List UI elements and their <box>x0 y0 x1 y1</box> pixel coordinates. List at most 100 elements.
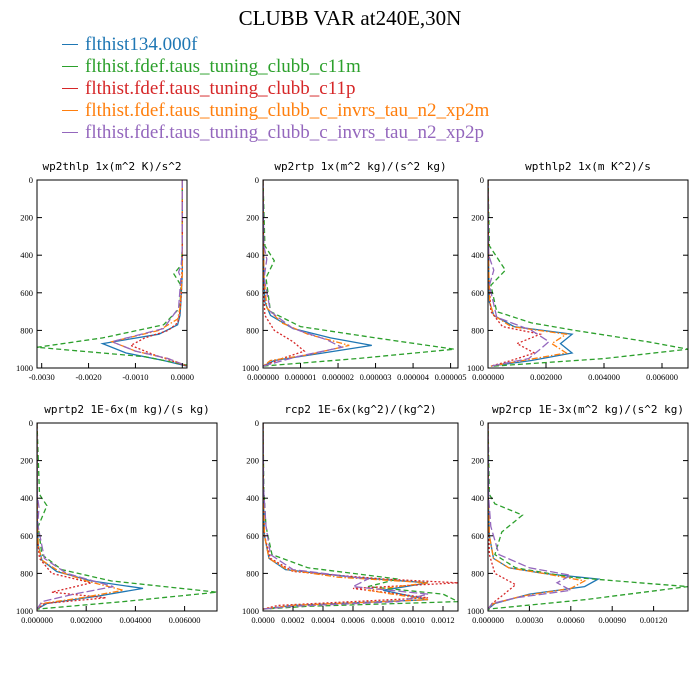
y-tick-label: 0 <box>29 418 33 428</box>
series-line <box>37 423 114 610</box>
series-line <box>488 180 569 367</box>
series-line <box>129 180 187 367</box>
series-line <box>263 180 306 367</box>
y-tick-label: 600 <box>471 531 484 541</box>
plot-frame <box>36 422 218 612</box>
legend-item: flthist.fdef.taus_tuning_clubb_c11p <box>62 78 356 100</box>
legend-swatch <box>62 88 78 90</box>
plot-frame <box>262 179 459 369</box>
series-line <box>37 423 217 610</box>
series-line <box>37 423 124 610</box>
y-tick-label: 400 <box>246 250 259 260</box>
y-tick-label: 1000 <box>16 363 33 373</box>
y-tick-label: 400 <box>20 250 33 260</box>
x-tick-label: 0.004000 <box>119 615 151 625</box>
y-tick-label: 400 <box>20 493 33 503</box>
x-tick-label: 0.0004 <box>311 615 335 625</box>
x-tick-label: 0.000000 <box>472 372 504 382</box>
x-tick-label: 0.0002 <box>281 615 304 625</box>
panel-3: wpthlp2 1x(m K^2)/s020040060080010000.00… <box>467 160 689 382</box>
y-tick-label: 1000 <box>467 606 484 616</box>
series-line <box>263 180 455 367</box>
panel-title: wp2thlp 1x(m^2 K)/s^2 <box>42 160 181 173</box>
panel-6: wp2rcp 1E-3x(m^2 kg)/(s^2 kg) 0 200 400 600 8… <box>467 403 689 625</box>
panel-title: wprtp2 1E-6x(m kg)/(s kg) <box>44 403 210 416</box>
series-line <box>488 180 550 367</box>
y-tick-label: 1000 <box>467 363 484 373</box>
series-line <box>488 423 601 610</box>
x-tick-label: 0.002000 <box>530 372 562 382</box>
x-tick-label: 0.000002 <box>322 372 354 382</box>
y-tick-label: 600 <box>246 531 259 541</box>
chart-title: CLUBB VAR at240E,30N <box>238 6 462 30</box>
x-tick-label: 0.000000 <box>21 615 53 625</box>
x-tick-label: -0.0010 <box>122 372 148 382</box>
series-line <box>109 180 187 367</box>
panel-4: wprtp2 1E-6x(m kg)/(s kg) 0 200 400 600 800 10… <box>16 403 218 625</box>
series-line <box>263 423 429 610</box>
y-tick-label: 200 <box>471 456 484 466</box>
series-line <box>100 180 187 367</box>
series-line <box>263 180 372 367</box>
series-line <box>488 423 688 610</box>
y-tick-label: 1000 <box>242 606 259 616</box>
y-tick-label: 0 <box>255 175 259 185</box>
x-tick-label: 0.000000 <box>472 615 504 625</box>
x-tick-label: 0.0000 <box>171 372 194 382</box>
legend-label: flthist.fdef.taus_tuning_clubb_c11m <box>85 56 361 77</box>
x-tick-label: 0.00090 <box>598 615 626 625</box>
plot-frame <box>487 179 689 369</box>
series-line <box>37 423 144 610</box>
x-tick-label: 0.006000 <box>169 615 201 625</box>
panel-5: rcp2 1E-6x(kg^2)/(kg^2) 0 200 400 600 800 1000… <box>242 403 459 625</box>
legend-swatch <box>62 110 78 112</box>
legend-swatch <box>62 44 78 46</box>
panel-2: wp2rtp 1x(m^2 kg)/(s^2 kg) 0 200 400 600 800 1… <box>242 160 467 382</box>
x-tick-label: 0.0010 <box>401 615 424 625</box>
legend-swatch <box>62 132 78 134</box>
x-tick-label: 0.00120 <box>640 615 668 625</box>
series-line <box>488 423 573 610</box>
series-line <box>263 423 458 610</box>
x-tick-label: 0.006000 <box>646 372 678 382</box>
y-tick-label: 800 <box>20 568 33 578</box>
x-tick-label: 0.0008 <box>371 615 394 625</box>
series-line <box>488 423 517 610</box>
series-line <box>263 423 458 610</box>
y-tick-label: 0 <box>480 418 484 428</box>
legend-item: flthist.fdef.taus_tuning_clubb_c_invrs_t… <box>62 100 489 122</box>
plot-frame <box>262 422 459 612</box>
series-line <box>488 180 688 367</box>
y-tick-label: 1000 <box>242 363 259 373</box>
legend-swatch <box>62 66 78 68</box>
x-tick-label: 0.000005 <box>435 372 467 382</box>
y-tick-label: 800 <box>471 568 484 578</box>
series-line <box>488 423 587 610</box>
y-tick-label: 200 <box>20 213 33 223</box>
series-line <box>37 180 187 366</box>
legend-label: flthist.fdef.taus_tuning_clubb_c_invrs_t… <box>85 100 490 121</box>
panel-title: wp2rtp 1x(m^2 kg)/(s^2 kg) <box>274 160 446 173</box>
legend-item: flthist.fdef.taus_tuning_clubb_c11m <box>62 56 361 78</box>
series-line <box>109 180 187 367</box>
y-tick-label: 600 <box>20 288 33 298</box>
y-tick-label: 200 <box>471 213 484 223</box>
x-tick-label: 0.00030 <box>516 615 544 625</box>
series-line <box>263 423 429 610</box>
y-tick-label: 0 <box>480 175 484 185</box>
series-line <box>488 180 543 367</box>
y-tick-label: 200 <box>246 213 259 223</box>
x-tick-label: 0.000004 <box>397 372 430 382</box>
x-tick-label: 0.000001 <box>285 372 317 382</box>
plot-frame <box>487 422 689 612</box>
legend-label: flthist.fdef.taus_tuning_clubb_c11p <box>85 78 356 99</box>
y-tick-label: 400 <box>471 250 484 260</box>
y-tick-label: 1000 <box>16 606 33 616</box>
y-tick-label: 400 <box>471 493 484 503</box>
legend-item: flthist134.000f <box>62 34 197 56</box>
y-tick-label: 800 <box>471 325 484 335</box>
x-tick-label: 0.000003 <box>360 372 392 382</box>
series-line <box>263 180 350 367</box>
y-tick-label: 600 <box>246 288 259 298</box>
